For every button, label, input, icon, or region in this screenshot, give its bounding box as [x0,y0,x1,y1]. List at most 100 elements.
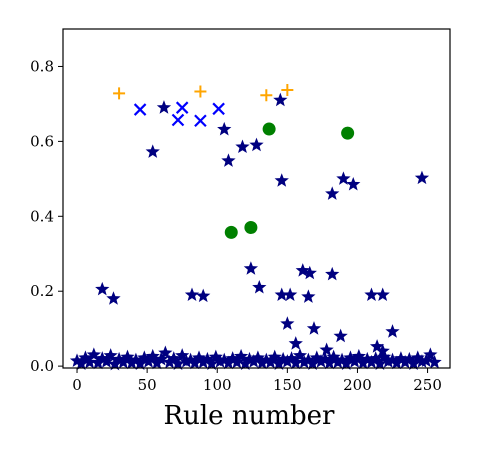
data-point-star [217,121,232,136]
data-point-star [330,354,345,369]
data-point-star [156,100,172,114]
data-point-star [301,352,316,367]
data-point-star [423,347,438,361]
data-point-star [334,352,350,367]
data-point-star [284,351,299,365]
data-point-star [184,287,200,302]
data-point-star [111,351,127,366]
data-point-star [343,350,358,364]
data-point-star [372,356,388,370]
data-point-star [82,354,97,369]
data-point-star [375,287,390,302]
data-point-star [259,352,274,367]
data-point-star [263,354,278,369]
data-point-x [212,102,225,116]
data-point-star [267,349,282,364]
data-point-star [283,287,298,302]
data-point-star [280,354,295,368]
x-tick-label: 150 [273,376,302,394]
data-point-star [351,348,366,363]
data-point-circle [224,225,238,239]
data-point-star [149,355,165,370]
data-point-star [302,265,317,280]
data-marks [69,84,442,371]
data-point-star [116,354,131,369]
data-point-star [368,351,383,365]
data-point-star [249,137,264,152]
data-point-star [369,339,385,353]
x-axis-ticks: 0 50 100 150 200 250 [72,368,442,394]
data-point-star [360,351,375,366]
data-point-x [194,114,207,128]
data-point-star [288,355,303,370]
data-point-star [322,355,337,370]
y-tick-label: 0.8 [30,57,54,75]
data-point-star [120,349,135,364]
data-point-star [145,144,160,158]
data-point-star [235,139,250,154]
y-axis-ticks: 0.0 0.2 0.4 0.6 0.8 [30,57,63,375]
data-point-star [364,287,379,302]
x-tick-label: 50 [138,376,157,394]
data-point-star [309,350,324,364]
data-point-star [200,351,215,366]
data-point-star [274,287,289,302]
data-point-x [171,113,185,127]
data-point-star [95,281,110,296]
data-point-star [242,351,257,366]
data-point-star [381,354,396,368]
x-tick-label: 200 [343,376,372,394]
data-point-star [414,170,430,185]
data-point-star [217,352,232,367]
data-point-star [305,356,320,370]
data-point-star [175,348,190,362]
data-point-star [208,349,223,364]
data-point-star [243,261,259,275]
data-point-star [274,173,289,187]
data-point-star [170,356,186,370]
data-point-star [339,356,354,370]
data-point-star [191,350,207,364]
data-point-star [398,354,413,369]
data-point-star [128,352,144,367]
data-point-star [225,351,240,365]
x-tick-label: 250 [413,376,442,394]
data-point-star [95,351,110,365]
data-point-star [204,356,219,370]
data-point-star [336,171,351,185]
data-point-star [106,291,121,305]
data-point-circle [262,122,276,136]
data-point-star [273,92,288,107]
data-point-star [69,353,85,367]
data-point-plus [260,89,273,102]
data-point-star [90,355,106,370]
data-point-star [86,347,101,361]
data-point-plus [281,84,294,97]
data-point-star [427,354,442,369]
data-point-star [137,350,152,364]
data-point-star [250,350,266,364]
data-point-star [78,350,93,364]
data-point-star [306,321,322,335]
data-point-star [355,355,371,370]
data-point-star [280,316,295,330]
data-point-circle [244,221,258,235]
data-point-star [271,356,287,370]
data-point-star [318,351,333,366]
x-tick-label: 100 [203,376,232,394]
data-point-x [133,103,147,116]
data-point-star [254,355,270,370]
data-point-star [212,354,228,368]
data-point-star [107,356,123,371]
data-point-star [183,352,198,367]
data-point-star [252,279,267,294]
data-point-star [325,266,340,281]
data-point-star [166,351,181,365]
y-tick-label: 0.2 [30,282,54,300]
data-point-star [393,351,409,365]
data-point-star [124,355,139,370]
data-point-star [297,354,312,369]
data-point-star [187,355,202,370]
data-point-star [319,342,334,357]
